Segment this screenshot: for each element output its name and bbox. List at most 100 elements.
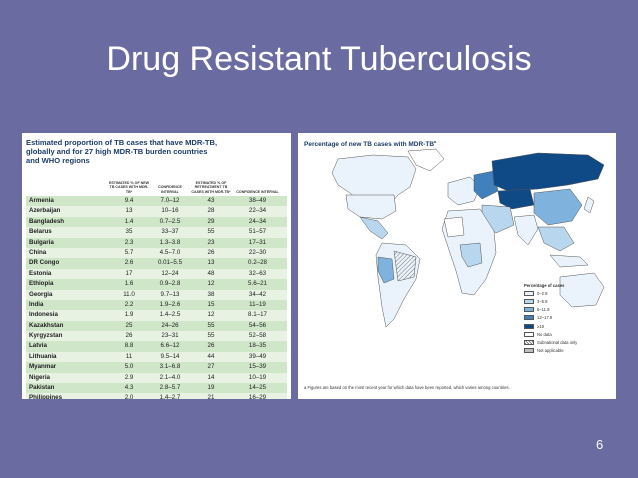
country-cell: Myanmar — [29, 363, 57, 371]
table-column-headers: ESTIMATED % OF NEW TB CASES WITH MDR-TB*… — [26, 170, 287, 196]
retreatment-ci-cell: 8.1–17 — [248, 311, 267, 319]
mdr-tb-table-panel: Estimated proportion of TB cases that ha… — [22, 133, 291, 399]
country-cell: Armenia — [29, 197, 54, 204]
new-ci-cell: 9.5–14 — [160, 352, 180, 360]
country-cell: Philippines — [29, 394, 63, 399]
peru-region — [377, 256, 395, 284]
table-row: Estonia 17 12–24 48 32–63 — [26, 268, 287, 280]
new-ci-cell: 0.9–2.8 — [159, 280, 181, 288]
country-cell: China — [29, 248, 47, 256]
retreatment-pct-cell: 43 — [207, 197, 215, 204]
western-europe-region — [447, 176, 481, 206]
legend-item: Subnational data only — [524, 338, 577, 346]
legend-swatch — [524, 307, 534, 313]
retreatment-ci-cell: 38–49 — [248, 197, 267, 204]
retreatment-ci-cell: 10–19 — [248, 373, 267, 381]
new-pct-cell: 9.4 — [124, 197, 134, 204]
retreatment-ci-cell: 15–39 — [248, 363, 267, 371]
new-ci-cell: 24–26 — [161, 321, 179, 329]
legend-swatch — [524, 315, 534, 321]
eastern-europe-region — [473, 170, 499, 200]
new-ci-cell: 10–16 — [161, 207, 179, 215]
new-pct-cell: 1.6 — [124, 280, 134, 288]
retreatment-ci-cell: 16–29 — [248, 394, 267, 399]
retreatment-pct-cell: 28 — [207, 207, 215, 215]
retreatment-ci-cell: 39–49 — [248, 352, 267, 360]
legend-item: ≥18 — [524, 322, 577, 330]
retreatment-pct-cell: 19 — [207, 384, 215, 392]
retreatment-pct-cell: 26 — [207, 342, 215, 350]
column-header-new-ci: CONFIDENCE INTERVAL — [158, 185, 182, 194]
table-row: China 5.7 4.5–7.0 26 22–30 — [26, 247, 287, 259]
legend-title: Percentage of cases — [524, 283, 565, 288]
new-ci-cell: 4.5–7.0 — [159, 248, 181, 256]
retreatment-ci-cell: 51–57 — [248, 228, 267, 236]
table-row: Armenia 9.4 7.0–12 43 38–49 — [26, 196, 287, 207]
legend-label: 0–2.9 — [537, 290, 548, 296]
retreatment-pct-cell: 29 — [207, 217, 215, 225]
africa-central-region — [459, 242, 483, 268]
retreatment-pct-cell: 55 — [207, 332, 215, 340]
new-ci-cell: 7.0–12 — [160, 197, 180, 204]
legend-item: 6–11.9 — [524, 306, 577, 314]
retreatment-ci-cell: 5.6–21 — [248, 280, 267, 288]
legend-item: No data — [524, 330, 577, 338]
table-row: Ethiopia 1.6 0.9–2.8 12 5.6–21 — [26, 279, 287, 290]
retreatment-ci-cell: 24–34 — [248, 217, 267, 225]
table-row: Georgia 11.0 9.7–13 38 34–42 — [26, 289, 287, 300]
new-ci-cell: 0.01–5.5 — [157, 259, 183, 267]
usa-region — [345, 194, 397, 220]
new-pct-cell: 17 — [125, 269, 133, 277]
table-row: Pakistan 4.3 2.8–5.7 19 14–25 — [26, 383, 287, 394]
retreatment-pct-cell: 26 — [207, 248, 215, 256]
new-ci-cell: 1.3–3.8 — [159, 238, 181, 246]
table-heading-line: and WHO regions — [26, 156, 90, 165]
table-row: Belarus 35 33–37 55 51–57 — [26, 227, 287, 238]
page-number: 6 — [596, 437, 604, 452]
australia-region — [559, 272, 605, 308]
retreatment-pct-cell: 23 — [207, 238, 215, 246]
new-pct-cell: 1.4 — [124, 217, 134, 225]
legend-label: No data — [537, 331, 552, 337]
new-pct-cell: 1.9 — [124, 311, 134, 319]
table-row: Nigeria 2.9 2.1–4.0 14 10–19 — [26, 372, 287, 384]
country-cell: Azerbaijan — [29, 207, 61, 215]
retreatment-ci-cell: 0.2–28 — [248, 259, 267, 267]
new-ci-cell: 2.8–5.7 — [159, 384, 181, 392]
china-region — [533, 188, 583, 226]
retreatment-ci-cell: 22–34 — [248, 207, 267, 215]
new-pct-cell: 26 — [125, 332, 133, 340]
table-row: Indonesia 1.9 1.4–2.5 12 8.1–17 — [26, 310, 287, 321]
country-cell: Georgia — [29, 290, 53, 298]
legend-swatch — [524, 298, 534, 304]
new-pct-cell: 11 — [125, 352, 133, 360]
retreatment-ci-cell: 11–19 — [249, 300, 266, 308]
southeast-asia-region — [537, 226, 575, 252]
new-pct-cell: 35 — [125, 228, 133, 236]
table-body: Armenia 9.4 7.0–12 43 38–49 Azerbaijan 13 10–16… — [26, 196, 287, 399]
india-region — [513, 214, 539, 246]
new-ci-cell: 0.7–2.5 — [159, 217, 181, 225]
greenland-region — [407, 148, 445, 172]
legend-swatch — [524, 348, 534, 354]
legend-swatch — [524, 290, 534, 296]
table-row: Latvia 8.8 6.6–12 26 18–35 — [26, 341, 287, 352]
new-pct-cell: 2.3 — [124, 238, 134, 246]
new-pct-cell: 11.0 — [123, 290, 135, 298]
brazil-subnational-region — [393, 250, 417, 282]
country-cell: Bangladesh — [29, 217, 65, 225]
table-heading-line: globally and for 27 high MDR-TB burden c… — [26, 147, 208, 156]
retreatment-ci-cell: 14–25 — [248, 384, 267, 392]
country-cell: Pakistan — [29, 384, 55, 392]
russia-region — [491, 152, 605, 192]
new-pct-cell: 2.6 — [124, 259, 134, 267]
column-header-retreatment-pct: ESTIMATED % OF RETREATMENT TB CASES WITH… — [191, 180, 231, 194]
retreatment-pct-cell: 55 — [207, 321, 215, 329]
table-row: Lithuania 11 9.5–14 44 39–49 — [26, 351, 287, 363]
legend-label: 3–5.9 — [537, 298, 548, 304]
country-cell: Kazakhstan — [29, 321, 64, 329]
new-ci-cell: 6.6–12 — [160, 342, 180, 350]
new-ci-cell: 1.9–2.6 — [159, 300, 181, 308]
legend-item: 3–5.9 — [524, 297, 577, 305]
retreatment-ci-cell: 54–56 — [248, 321, 267, 329]
